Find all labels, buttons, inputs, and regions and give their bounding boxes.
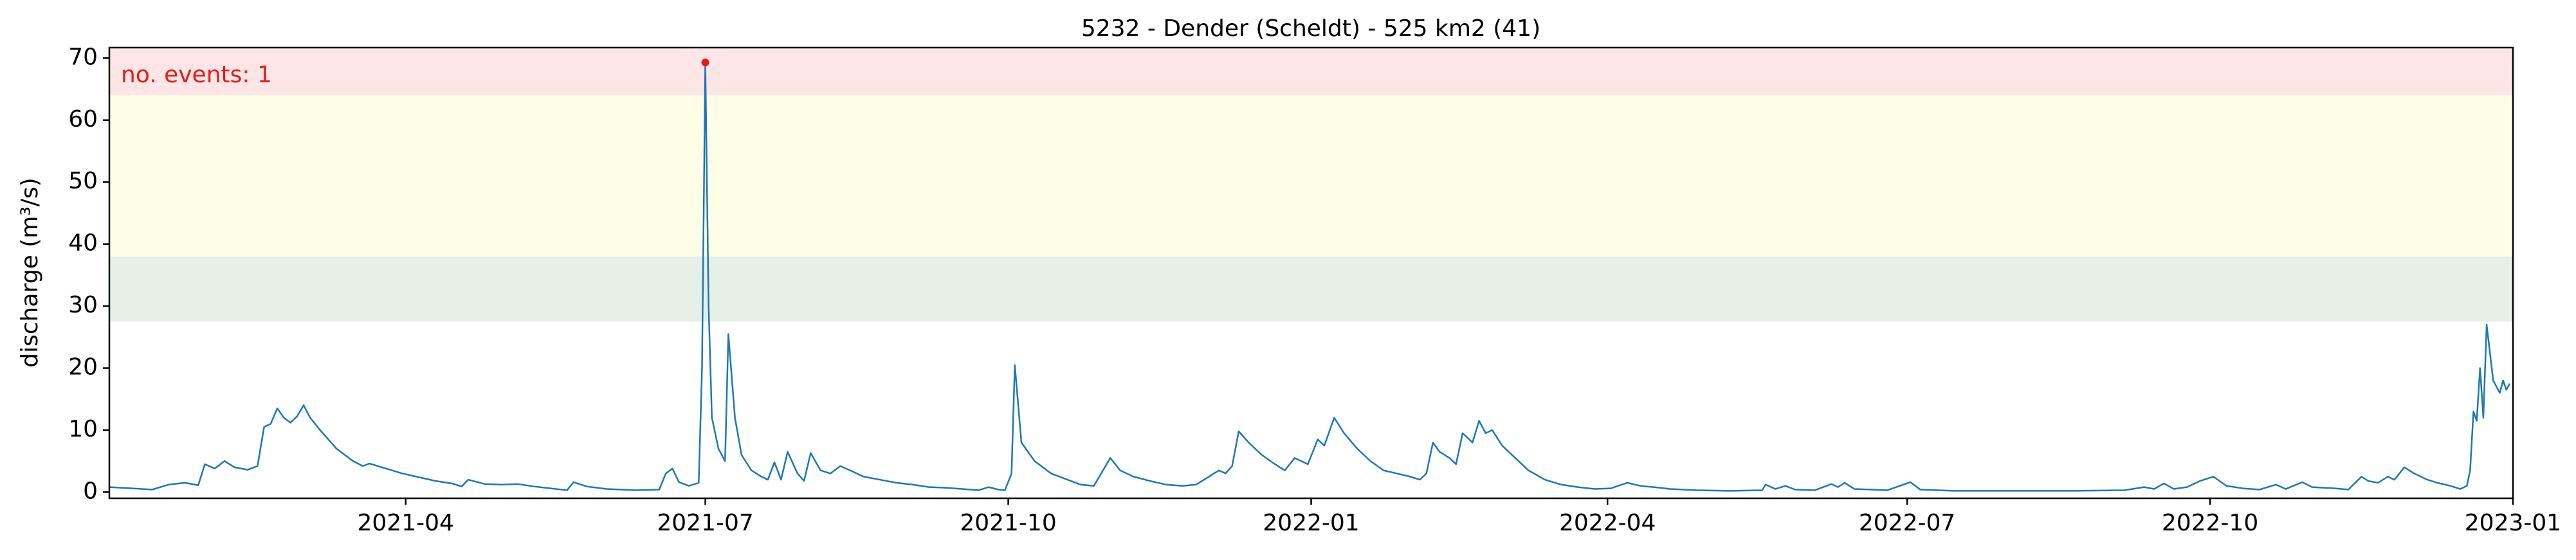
event-marker bbox=[701, 59, 709, 67]
chart-title: 5232 - Dender (Scheldt) - 525 km2 (41) bbox=[1081, 15, 1540, 42]
y-tick-label: 10 bbox=[68, 416, 98, 442]
plot-frame bbox=[108, 46, 2514, 500]
y-axis-label: discharge (m³/s) bbox=[17, 177, 43, 367]
y-tick-label: 70 bbox=[68, 44, 98, 70]
y-tick-label: 30 bbox=[68, 292, 98, 318]
threshold-band bbox=[109, 256, 2513, 322]
event-count: no. events: 1 bbox=[121, 62, 272, 88]
threshold-band bbox=[109, 48, 2513, 96]
x-tick-label: 2023-01 bbox=[2465, 510, 2561, 536]
x-tick-label: 2022-10 bbox=[2162, 510, 2258, 536]
y-tick-label: 20 bbox=[68, 354, 98, 381]
x-tick-label: 2022-04 bbox=[1559, 510, 1656, 536]
discharge-line bbox=[109, 61, 2510, 492]
threshold-band bbox=[109, 95, 2513, 257]
y-tick-label: 40 bbox=[68, 230, 98, 257]
x-tick-label: 2022-01 bbox=[1263, 510, 1359, 536]
y-tick-label: 0 bbox=[83, 478, 98, 504]
y-tick-label: 50 bbox=[68, 168, 98, 194]
x-tick-label: 2022-07 bbox=[1859, 510, 1955, 536]
x-tick-label: 2021-07 bbox=[657, 510, 753, 536]
x-tick-label: 2021-04 bbox=[358, 510, 454, 536]
y-tick-label: 60 bbox=[68, 106, 98, 132]
x-tick-label: 2021-10 bbox=[960, 510, 1056, 536]
